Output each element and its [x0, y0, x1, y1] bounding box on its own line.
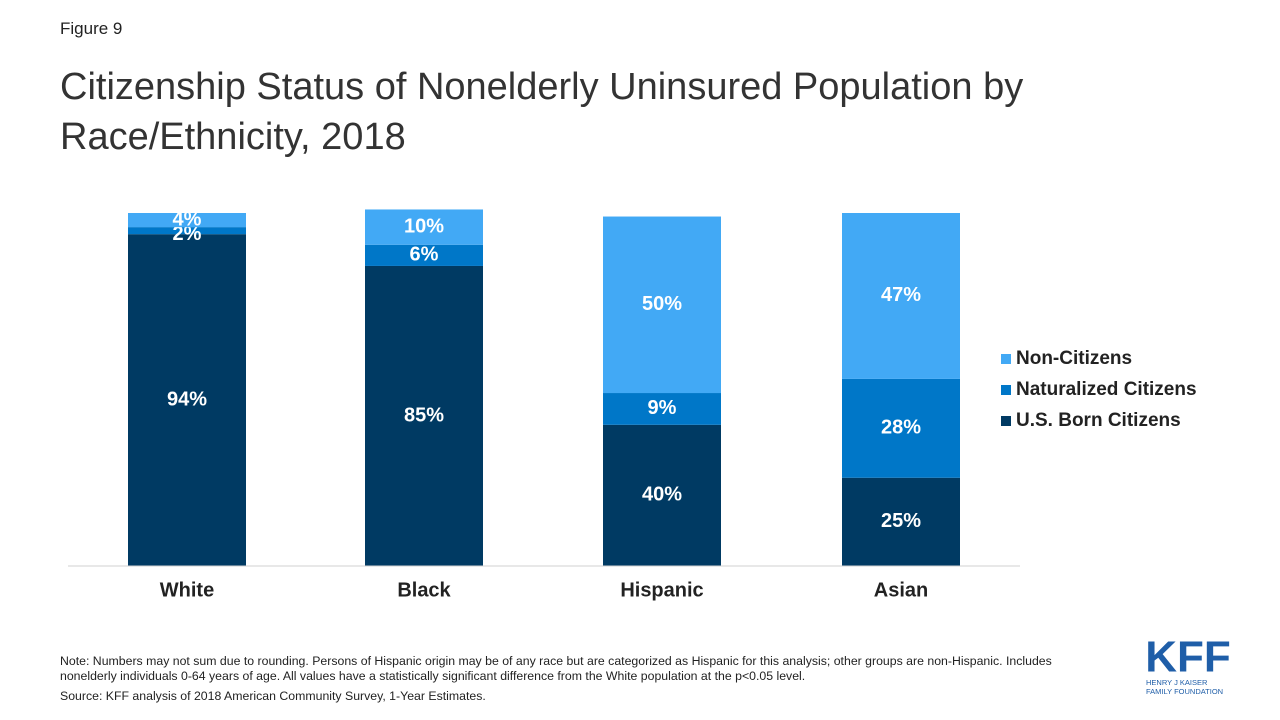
data-label: 40%	[642, 484, 682, 506]
legend-label: Non-Citizens	[1016, 348, 1132, 369]
data-label: 4%	[173, 208, 202, 230]
data-label: 28%	[881, 417, 921, 439]
bar-segment	[603, 424, 721, 566]
x-tick-label: Hispanic	[620, 579, 703, 601]
bar-segment	[365, 244, 483, 266]
source: Source: KFF analysis of 2018 American Co…	[60, 689, 486, 703]
x-tick-label: White	[160, 579, 214, 601]
bar-segment	[603, 216, 721, 394]
data-label: 94%	[167, 388, 207, 410]
legend-label: U.S. Born Citizens	[1016, 410, 1181, 431]
data-label: 10%	[404, 215, 444, 237]
x-tick-label: Asian	[874, 579, 928, 601]
bar-segment	[842, 213, 960, 379]
bar-segment	[603, 393, 721, 425]
x-tick-label: Black	[397, 579, 451, 601]
legend-swatch	[1001, 354, 1011, 364]
logo-line: FAMILY FOUNDATION	[1146, 687, 1223, 696]
logo-text: KFF	[1145, 633, 1231, 682]
bar-segment	[128, 213, 246, 228]
legend-swatch	[1001, 416, 1011, 426]
data-label: 85%	[404, 404, 444, 426]
data-label: 25%	[881, 510, 921, 532]
chart-title: Citizenship Status of Nonelderly Uninsur…	[60, 66, 1024, 158]
bar-segment	[365, 209, 483, 245]
data-label: 2%	[173, 223, 202, 245]
bar-segment	[842, 477, 960, 566]
data-label: 6%	[410, 244, 439, 266]
note: Note: Numbers may not sum due to roundin…	[60, 654, 1052, 683]
bar-segment	[842, 378, 960, 478]
data-label: 47%	[881, 284, 921, 306]
bar-segment	[365, 265, 483, 566]
figure-label: Figure 9	[60, 19, 123, 38]
legend-label: Naturalized Citizens	[1016, 379, 1197, 400]
bar-segment	[128, 227, 246, 235]
bar-segment	[128, 234, 246, 566]
data-label: 9%	[648, 397, 677, 419]
logo-line: HENRY J KAISER	[1146, 678, 1208, 687]
data-label: 50%	[642, 293, 682, 315]
legend-swatch	[1001, 385, 1011, 395]
